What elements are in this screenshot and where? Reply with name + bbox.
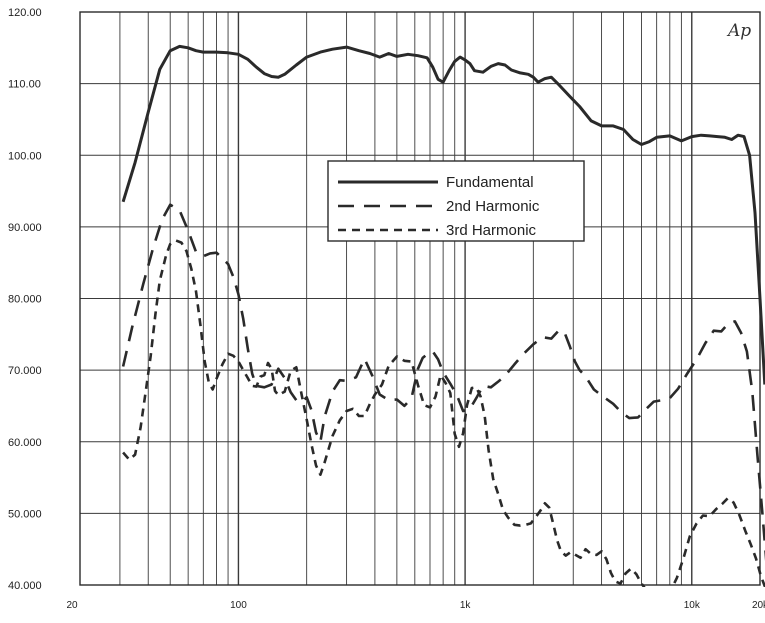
series-line-3rd-harmonic [122, 239, 765, 587]
x-axis-tick-labels: 20 100 1k 10k 20k [66, 600, 765, 611]
y-tick-label: 110.00 [8, 79, 41, 91]
series-line-2nd-harmonic [121, 203, 765, 562]
y-tick-label: 120.00 [8, 7, 42, 19]
y-tick-label: 40.000 [8, 580, 42, 592]
ap-logo: Ap [726, 21, 751, 41]
legend-label: Fundamental [446, 174, 534, 191]
x-tick-label: 100 [230, 600, 247, 611]
legend-label: 3rd Harmonic [446, 222, 537, 239]
y-tick-label: 70.000 [8, 365, 42, 377]
y-axis-tick-labels: 120.00 110.00 100.00 90.000 80.000 70.000 60.0… [8, 7, 42, 592]
series-line-fundamental [121, 44, 765, 385]
legend: Fundamental 2nd Harmonic 3rd Harmonic [327, 160, 585, 242]
legend-box [327, 160, 585, 242]
x-tick-label: 20k [752, 600, 765, 611]
y-tick-label: 100.00 [8, 150, 42, 162]
y-tick-label: 60.000 [8, 437, 42, 449]
x-tick-label: 20 [66, 600, 78, 611]
series-lines [121, 44, 765, 587]
y-tick-label: 90.000 [8, 222, 42, 234]
y-tick-label: 80.000 [8, 294, 42, 306]
y-tick-label: 50.000 [8, 508, 42, 520]
x-tick-label: 10k [684, 600, 701, 611]
legend-label: 2nd Harmonic [446, 198, 540, 215]
x-tick-label: 1k [460, 600, 472, 611]
